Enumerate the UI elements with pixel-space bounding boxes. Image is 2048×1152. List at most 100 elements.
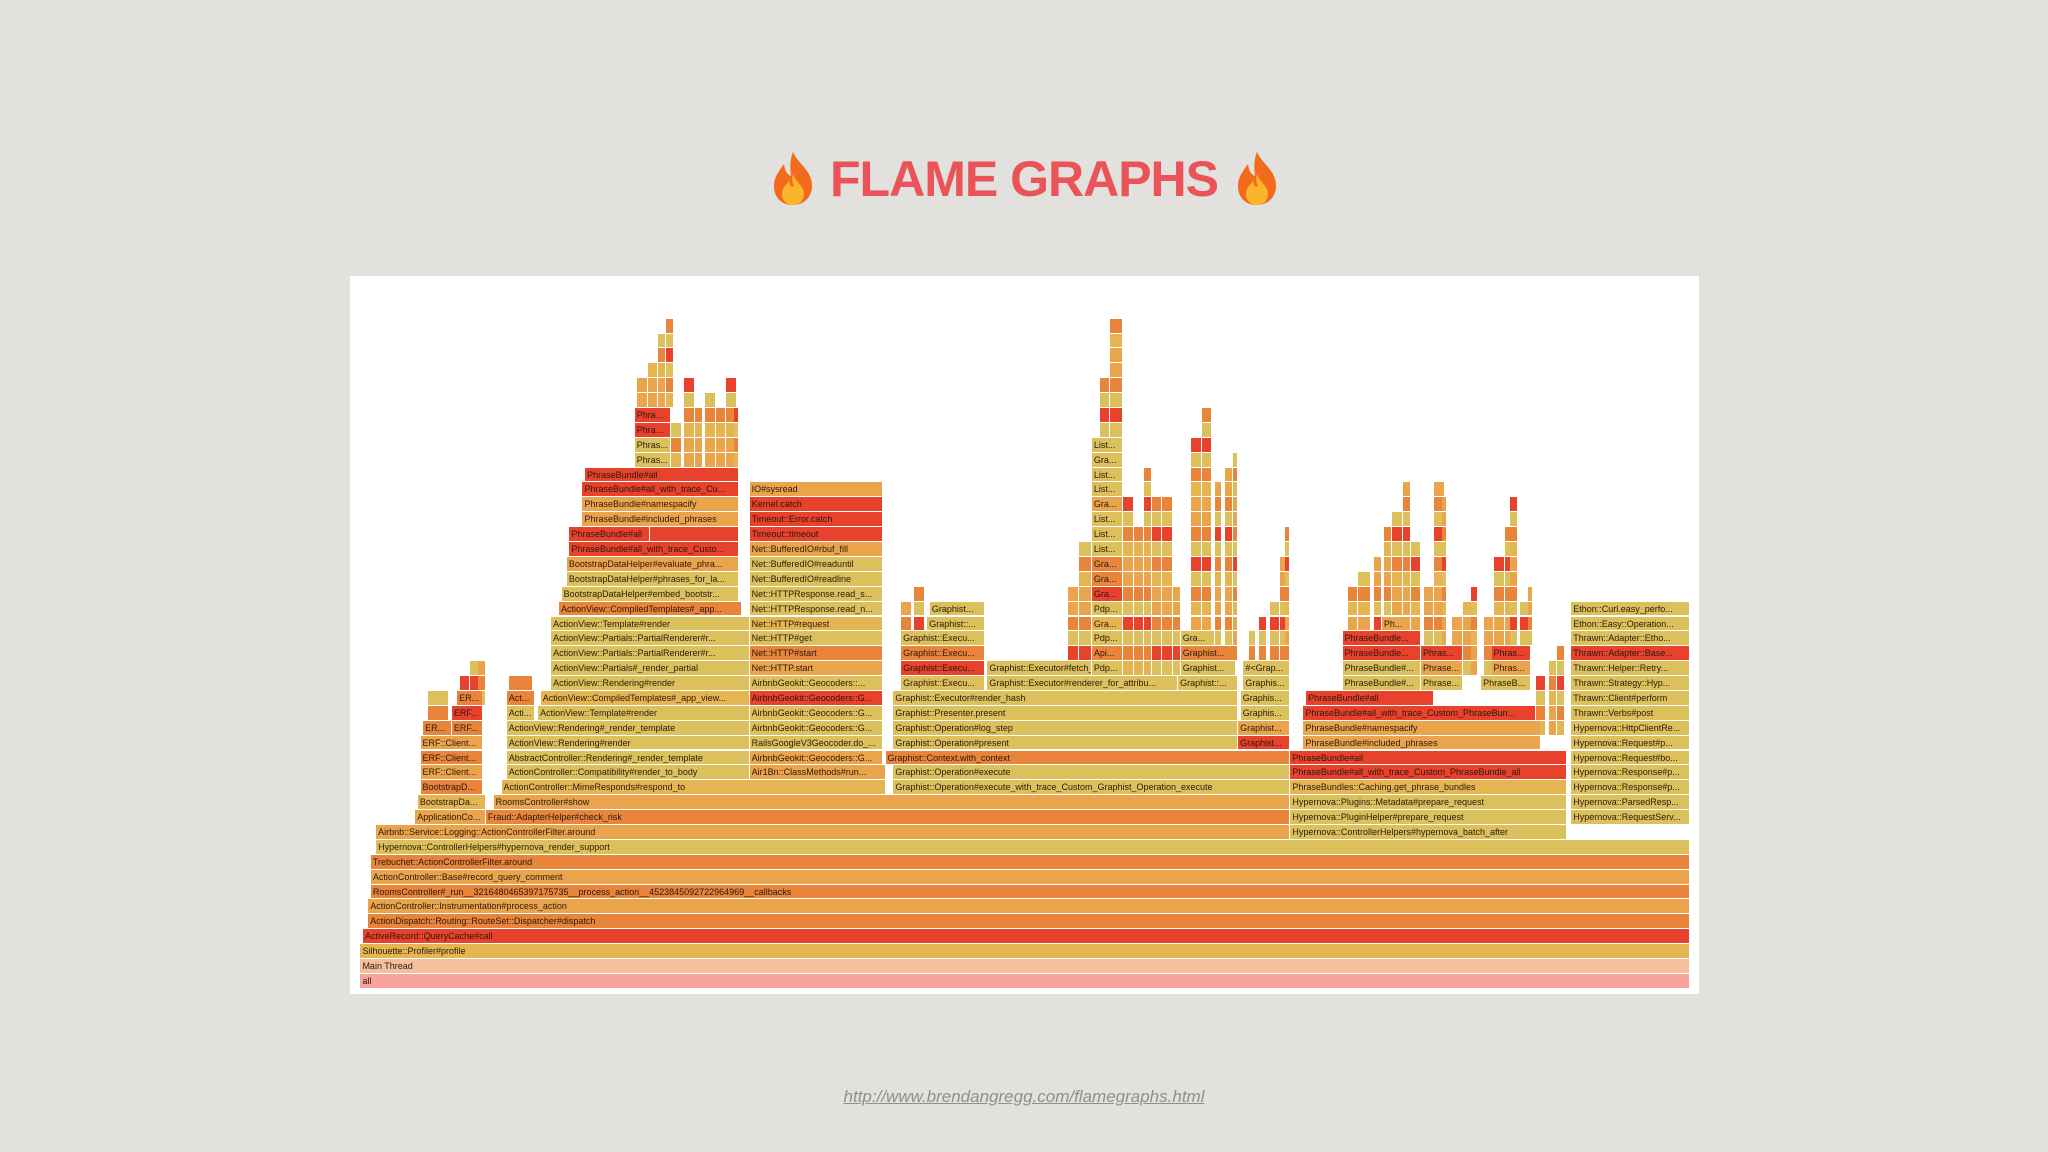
flame-frame: AirbnbGeokit::Geocoders::... — [749, 676, 882, 690]
flame-block — [1520, 631, 1530, 646]
flame-block — [1151, 631, 1162, 646]
flame-block — [671, 437, 681, 452]
flame-block — [1214, 556, 1222, 571]
flame-frame: Phras... — [1421, 646, 1462, 661]
flame-block — [1068, 646, 1078, 661]
flame-block — [428, 705, 449, 720]
flame-block — [1225, 467, 1232, 482]
flame-block — [1434, 527, 1444, 542]
flame-block — [1110, 348, 1123, 363]
flame-block — [1509, 571, 1517, 586]
flame-frame: PhraseBundle... — [1342, 631, 1420, 646]
flame-block — [1441, 542, 1447, 556]
flame-block — [1279, 586, 1287, 601]
flame-block — [671, 422, 681, 437]
flame-frame: List... — [1091, 467, 1123, 482]
flame-block — [1549, 690, 1556, 705]
flame-block — [1285, 542, 1290, 556]
flame-block — [1232, 497, 1238, 512]
flame-block — [1423, 616, 1434, 631]
flame-block — [1144, 631, 1151, 646]
flame-frame: ActionDispatch::Routing::RouteSet::Dispa… — [368, 914, 1690, 929]
flame-frame: ActionController::Compatibility#render_t… — [506, 765, 749, 780]
flame-block — [1144, 571, 1151, 586]
flame-block — [1214, 586, 1222, 601]
flame-block — [1520, 601, 1530, 616]
flame-block — [1172, 586, 1180, 601]
flame-block — [1556, 705, 1564, 720]
flame-block — [647, 393, 658, 408]
flame-frame: Ethon::Easy::Operation... — [1571, 616, 1690, 631]
flame-frame: Silhouette::Profiler#profile — [360, 944, 1690, 958]
flame-block — [694, 437, 702, 452]
flame-block — [1528, 601, 1533, 616]
flame-block — [1462, 601, 1473, 616]
flame-block — [1162, 661, 1172, 676]
flame-frame: PhraseBundle#all — [569, 527, 650, 542]
flame-block — [1269, 616, 1279, 631]
flame-block — [1225, 571, 1232, 586]
flame-block — [1191, 452, 1201, 467]
flame-block — [1144, 556, 1151, 571]
flame-block — [1423, 601, 1434, 616]
flame-block — [1068, 631, 1078, 646]
flame-frame: Phras... — [1491, 661, 1530, 676]
flame-block — [1285, 556, 1290, 571]
flame-frame: Hypernova::Plugins::Metadata#prepare_req… — [1290, 795, 1567, 810]
flame-frame: Ph... — [1381, 616, 1410, 631]
flame-block — [1462, 646, 1473, 661]
flame-block — [1225, 631, 1232, 646]
flame-block — [1441, 601, 1447, 616]
flame-frame: Fraud::AdapterHelper#check_risk — [485, 810, 1290, 824]
flame-block — [1483, 646, 1494, 661]
flame-block — [1434, 482, 1444, 497]
flame-block — [1201, 422, 1212, 437]
flame-block — [726, 422, 736, 437]
flame-frame: PhraseBundle#all_with_trace_Cu... — [582, 482, 739, 497]
flame-block — [1123, 512, 1133, 527]
flame-block — [1144, 497, 1151, 512]
flame-frame: Hypernova::ControllerHelpers#hypernova_b… — [1290, 824, 1567, 839]
flame-block — [1133, 542, 1144, 556]
flame-block — [1556, 720, 1564, 735]
flame-block — [1232, 452, 1238, 467]
flame-block — [1214, 527, 1222, 542]
flame-block — [1410, 616, 1420, 631]
source-link[interactable]: http://www.brendangregg.com/flamegraphs.… — [843, 1087, 1205, 1106]
flame-frame: AirbnbGeokit::Geocoders::G... — [749, 720, 882, 735]
flame-block — [1374, 571, 1381, 586]
flame-frame: Net::HTTP#request — [749, 616, 882, 631]
flame-block — [1410, 556, 1420, 571]
flame-block — [734, 437, 739, 452]
flame-frame: ActionController::Instrumentation#proces… — [368, 899, 1690, 914]
flame-frame: List... — [1091, 437, 1123, 452]
flame-block — [1423, 631, 1434, 646]
flame-frame: PhraseBundle#all — [585, 467, 739, 482]
flame-block — [666, 333, 673, 348]
flame-block — [914, 586, 924, 601]
flame-block — [1392, 601, 1402, 616]
flame-frame: Timeout::timeout — [749, 527, 882, 542]
flame-frame: Net::BufferedIO#readline — [749, 571, 882, 586]
flame-block — [1402, 497, 1410, 512]
flame-block — [1123, 661, 1133, 676]
flame-block — [901, 616, 911, 631]
flame-frame: Graphist::Execu... — [901, 676, 984, 690]
flame-block — [1248, 631, 1256, 646]
flame-block — [705, 408, 715, 422]
flame-block — [1269, 601, 1279, 616]
flame-block — [1068, 601, 1078, 616]
flame-frame: ActionView::Partials::PartialRenderer#r.… — [551, 631, 749, 646]
flame-block — [1172, 601, 1180, 616]
flame-frame: Airbnb::Service::Logging::ActionControll… — [376, 824, 1290, 839]
flame-frame: Hypernova::PluginHelper#prepare_request — [1290, 810, 1567, 824]
flame-block — [1549, 661, 1556, 676]
flame-frame: Thrawn::Strategy::Hyp... — [1571, 676, 1690, 690]
flame-block — [1509, 586, 1517, 601]
flame-block — [1201, 437, 1212, 452]
flame-block — [1279, 601, 1287, 616]
flame-block — [1509, 616, 1517, 631]
flame-frame: Phrase... — [1421, 676, 1462, 690]
flame-block — [1483, 631, 1494, 646]
flame-block — [1068, 616, 1078, 631]
